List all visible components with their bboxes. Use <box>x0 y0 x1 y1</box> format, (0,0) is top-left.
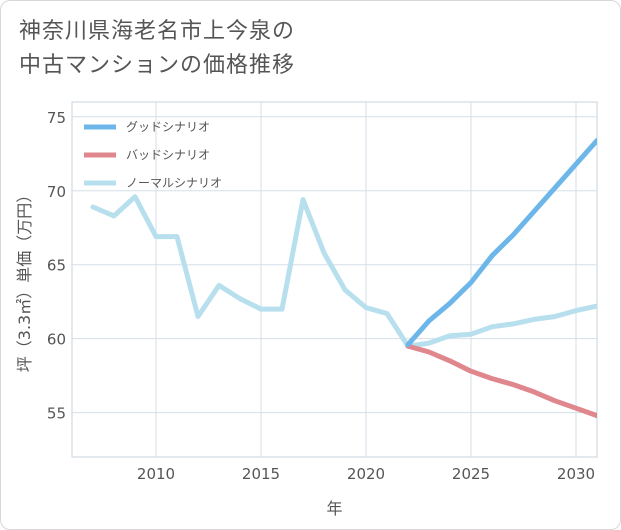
y-tick-label: 65 <box>47 257 66 275</box>
y-axis-title: 坪（3.3㎡）単価（万円） <box>15 187 34 372</box>
series-line-good <box>405 138 597 348</box>
x-tick-label: 2015 <box>242 465 280 483</box>
legend-label: バッドシナリオ <box>126 148 210 162</box>
chart-title: 神奈川県海老名市上今泉の 中古マンションの価格推移 <box>19 15 295 83</box>
chart-title-line1: 神奈川県海老名市上今泉の <box>19 19 296 44</box>
series-line-normal <box>90 194 597 349</box>
x-tick-label: 2030 <box>557 465 595 483</box>
legend-label: ノーマルシナリオ <box>126 176 222 190</box>
grid <box>71 101 598 458</box>
y-tick-label: 55 <box>47 405 66 423</box>
y-tick-label: 70 <box>47 183 66 201</box>
x-tick-label: 2025 <box>452 465 490 483</box>
legend-label: グッドシナリオ <box>126 120 210 134</box>
plot-frame <box>71 101 598 458</box>
x-axis-title: 年 <box>326 499 342 518</box>
x-tick-label: 2020 <box>347 465 385 483</box>
chart-title-line2: 中古マンションの価格推移 <box>19 53 296 78</box>
series-line-bad <box>405 343 597 419</box>
y-tick-label: 75 <box>47 109 66 127</box>
tick-labels: 2010 2015 2020 2025 2030 55 60 65 70 75 <box>47 109 595 483</box>
series-layer <box>90 138 597 419</box>
y-tick-label: 60 <box>47 331 66 349</box>
x-tick-label: 2010 <box>137 465 175 483</box>
